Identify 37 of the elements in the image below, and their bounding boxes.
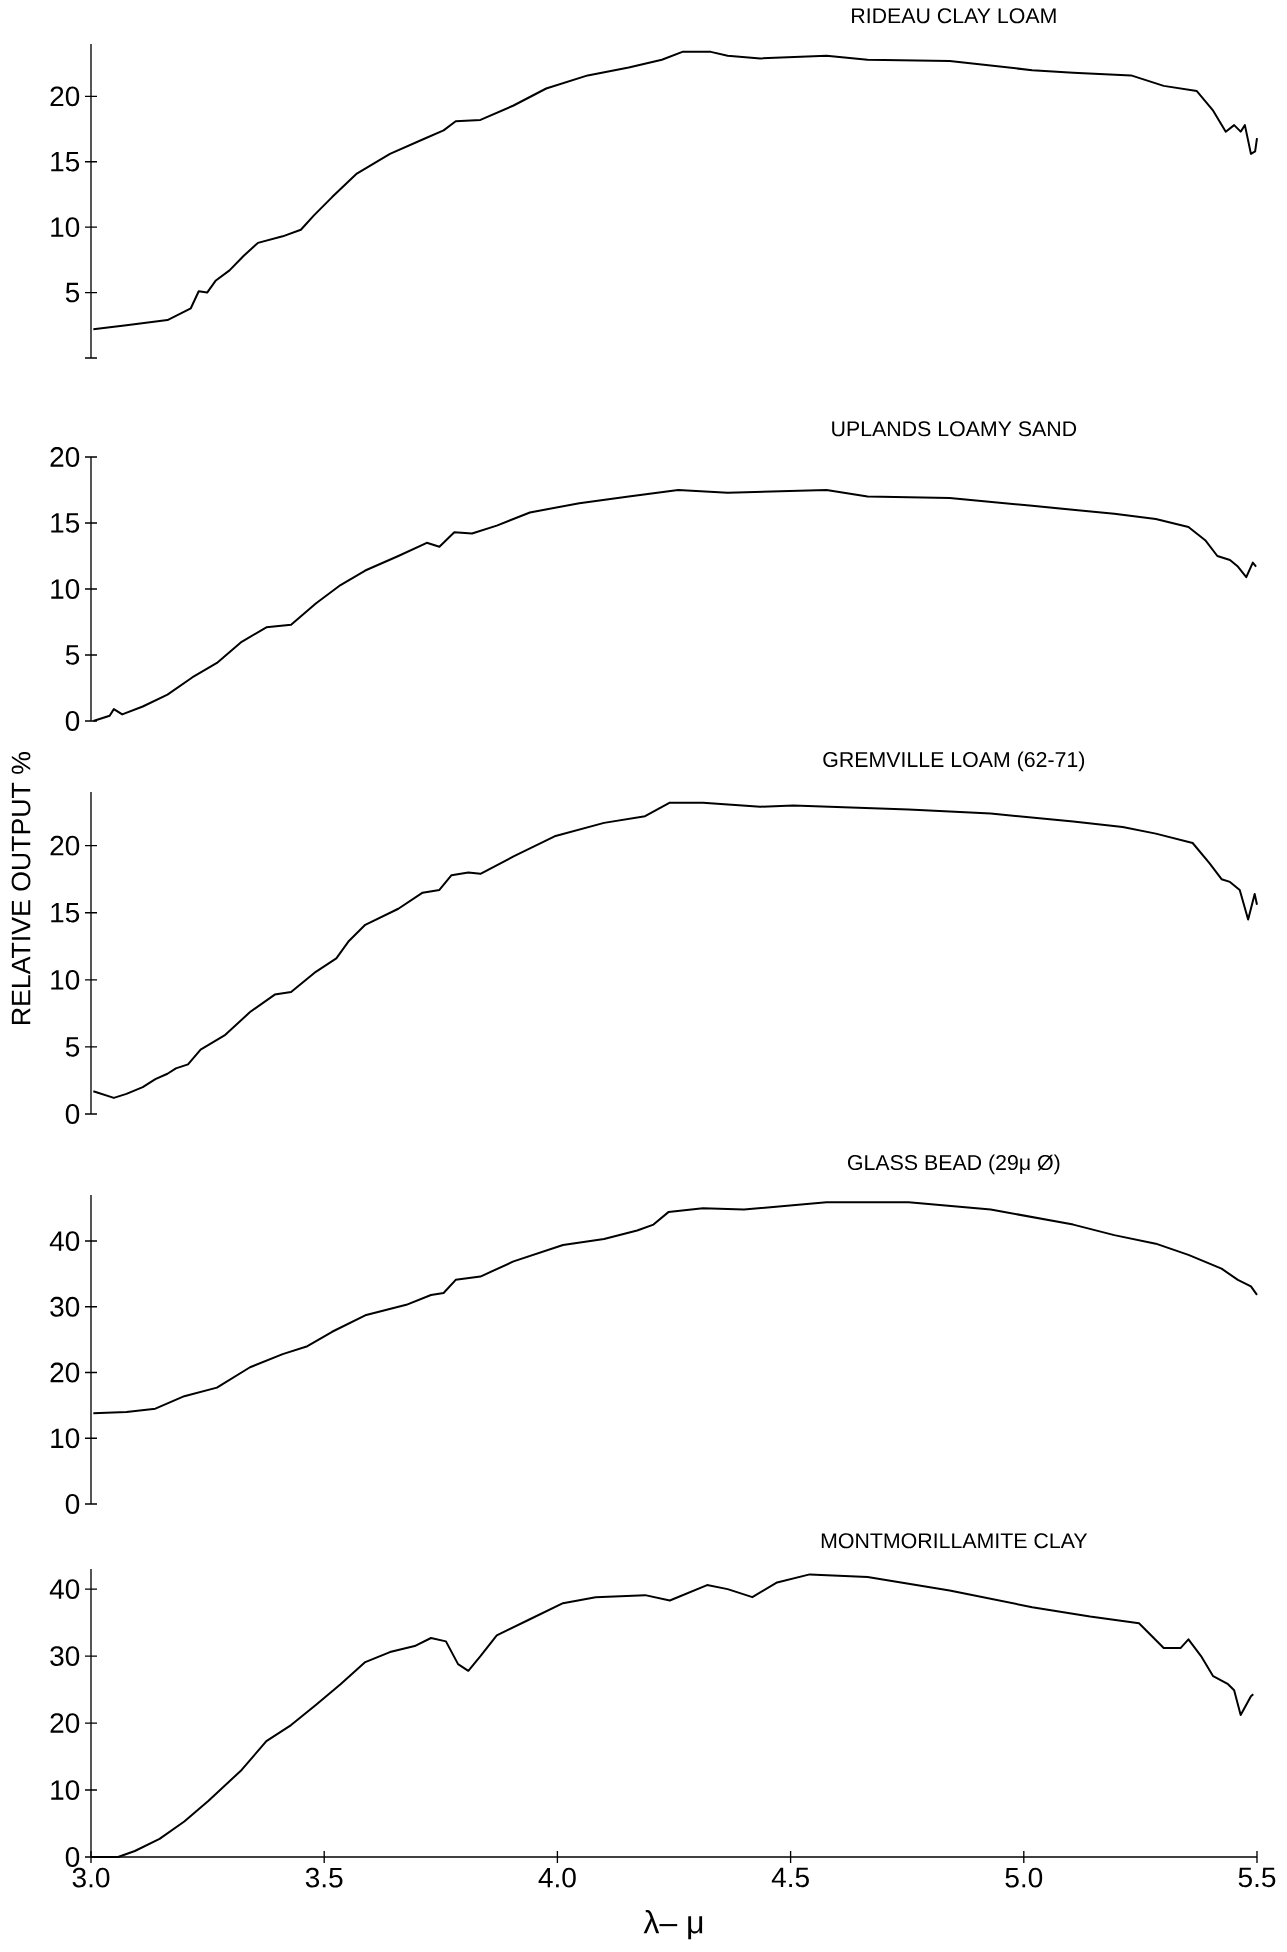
x-tick-label: 5.0 bbox=[1005, 1867, 1043, 1888]
y-tick-label: 30 bbox=[50, 1646, 80, 1666]
chart-title: MONTMORILLAMITE CLAY bbox=[821, 1533, 1088, 1549]
y-tick-label: 15 bbox=[51, 513, 80, 533]
y-tick-label: 5 bbox=[65, 1037, 80, 1057]
y-tick-label: 20 bbox=[50, 86, 80, 107]
y-tick-label: 20 bbox=[50, 1362, 80, 1383]
y-tick-label: 40 bbox=[49, 1579, 80, 1600]
y-tick-label: 10 bbox=[51, 579, 80, 599]
y-tick-label: 0 bbox=[65, 1104, 80, 1124]
x-tick-label: 3.0 bbox=[72, 1867, 110, 1888]
y-tick-label: 40 bbox=[49, 1231, 80, 1251]
x-axis-title: λ– μ bbox=[643, 1910, 703, 1940]
chart-title: GLASS BEAD (29μ Ø) bbox=[847, 1154, 1060, 1175]
chart-title: RIDEAU CLAY LOAM bbox=[852, 8, 1056, 24]
y-tick-label: 0 bbox=[65, 1847, 80, 1867]
y-tick-label: 10 bbox=[51, 1428, 80, 1449]
y-axis-title: RELATIVE OUTPUT % bbox=[11, 752, 31, 1024]
x-tick-label: 3.5 bbox=[305, 1867, 343, 1888]
y-tick-label: 10 bbox=[51, 969, 80, 990]
chart-title: UPLANDS LOAMY SAND bbox=[832, 421, 1077, 437]
y-tick-label: 15 bbox=[51, 151, 80, 172]
y-tick-label: 20 bbox=[50, 447, 80, 467]
y-tick-label: 5 bbox=[65, 645, 80, 665]
y-tick-label: 0 bbox=[65, 711, 80, 731]
y-tick-label: 15 bbox=[51, 903, 80, 923]
x-tick-label: 4.0 bbox=[538, 1867, 576, 1888]
y-tick-label: 10 bbox=[51, 1780, 80, 1800]
y-tick-label: 20 bbox=[50, 835, 80, 856]
y-tick-label: 0 bbox=[65, 1494, 80, 1514]
chart-title: GREMVILLE LOAM (62-71) bbox=[823, 751, 1085, 772]
x-tick-label: 5.5 bbox=[1238, 1867, 1276, 1888]
y-tick-label: 5 bbox=[65, 282, 80, 303]
y-tick-label: 30 bbox=[50, 1296, 80, 1317]
y-tick-label: 20 bbox=[50, 1713, 80, 1733]
x-tick-label: 4.5 bbox=[771, 1867, 809, 1888]
y-tick-label: 10 bbox=[51, 217, 80, 238]
